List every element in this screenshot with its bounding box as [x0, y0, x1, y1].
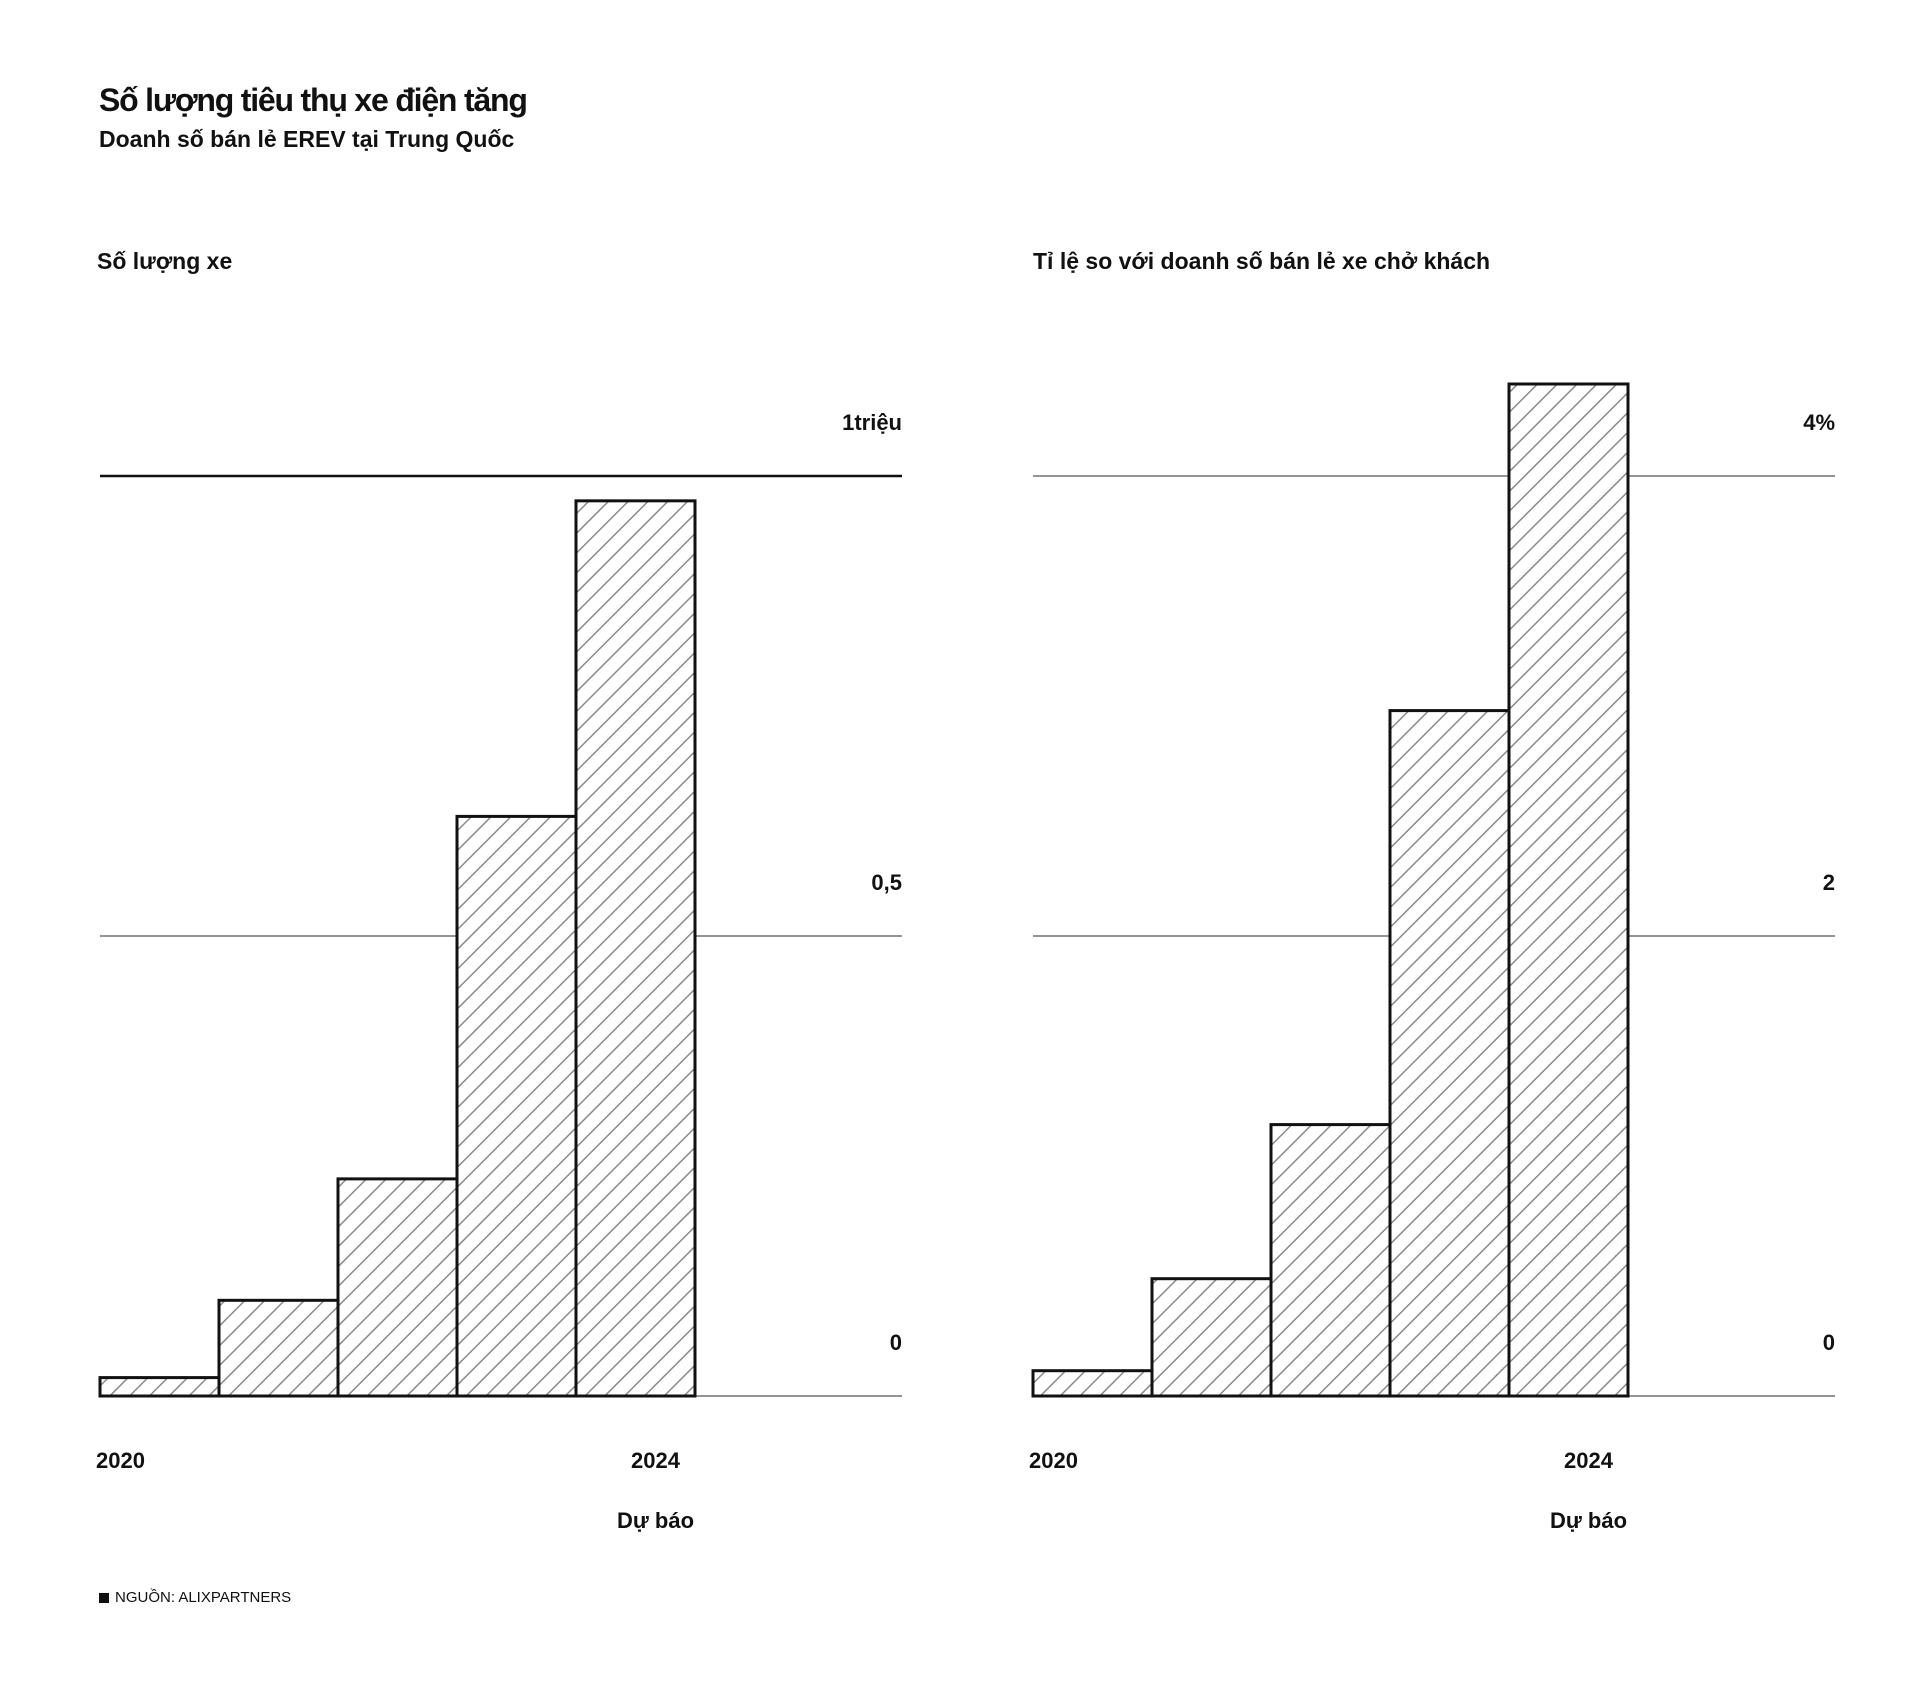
chart-subtitle: Doanh số bán lẻ EREV tại Trung Quốc [99, 126, 515, 152]
panel-title-vehicles: Số lượng xe [97, 248, 233, 274]
chart-panel-share: 0 2 4% 2020 2024 Dự báo [1029, 382, 1835, 1533]
source-text: NGUỒN: ALIXPARTNERS [115, 1589, 292, 1606]
forecast-label: Dự báo [617, 1508, 694, 1533]
bar-2023 [1388, 709, 1511, 1398]
bar-2021 [217, 1298, 340, 1398]
chart-title: Số lượng tiêu thụ xe điện tăng [99, 82, 528, 118]
bar-2022 [336, 1177, 459, 1398]
x-tick-label-end: 2024 [631, 1448, 681, 1473]
bar-2020 [1031, 1369, 1154, 1398]
bar-2024 [1507, 382, 1630, 1398]
y-tick-label: 0,5 [871, 870, 902, 895]
y-tick-label: 4% [1803, 410, 1835, 435]
x-tick-label-end: 2024 [1564, 1448, 1614, 1473]
x-tick-label-start: 2020 [96, 1448, 145, 1473]
bar-2022 [1269, 1123, 1392, 1398]
forecast-label: Dự báo [1550, 1508, 1627, 1533]
source-square-icon [99, 1592, 109, 1603]
bar-2023 [455, 814, 578, 1398]
panel-title-share: Tỉ lệ so với doanh số bán lẻ xe chở khác… [1033, 248, 1491, 274]
x-tick-label-start: 2020 [1029, 1448, 1078, 1473]
y-tick-label: 2 [1823, 870, 1835, 895]
y-tick-label: 1triệu [842, 410, 902, 435]
source-note: NGUỒN: ALIXPARTNERS [99, 1589, 291, 1606]
bar-2020 [98, 1376, 221, 1398]
bar-2021 [1150, 1277, 1273, 1398]
y-tick-label: 0 [1823, 1330, 1835, 1355]
bar-2024 [574, 499, 697, 1398]
y-tick-label: 0 [890, 1330, 902, 1355]
chart-panel-vehicles: 0 0,5 1triệu 2020 2024 Dự báo [96, 410, 902, 1533]
